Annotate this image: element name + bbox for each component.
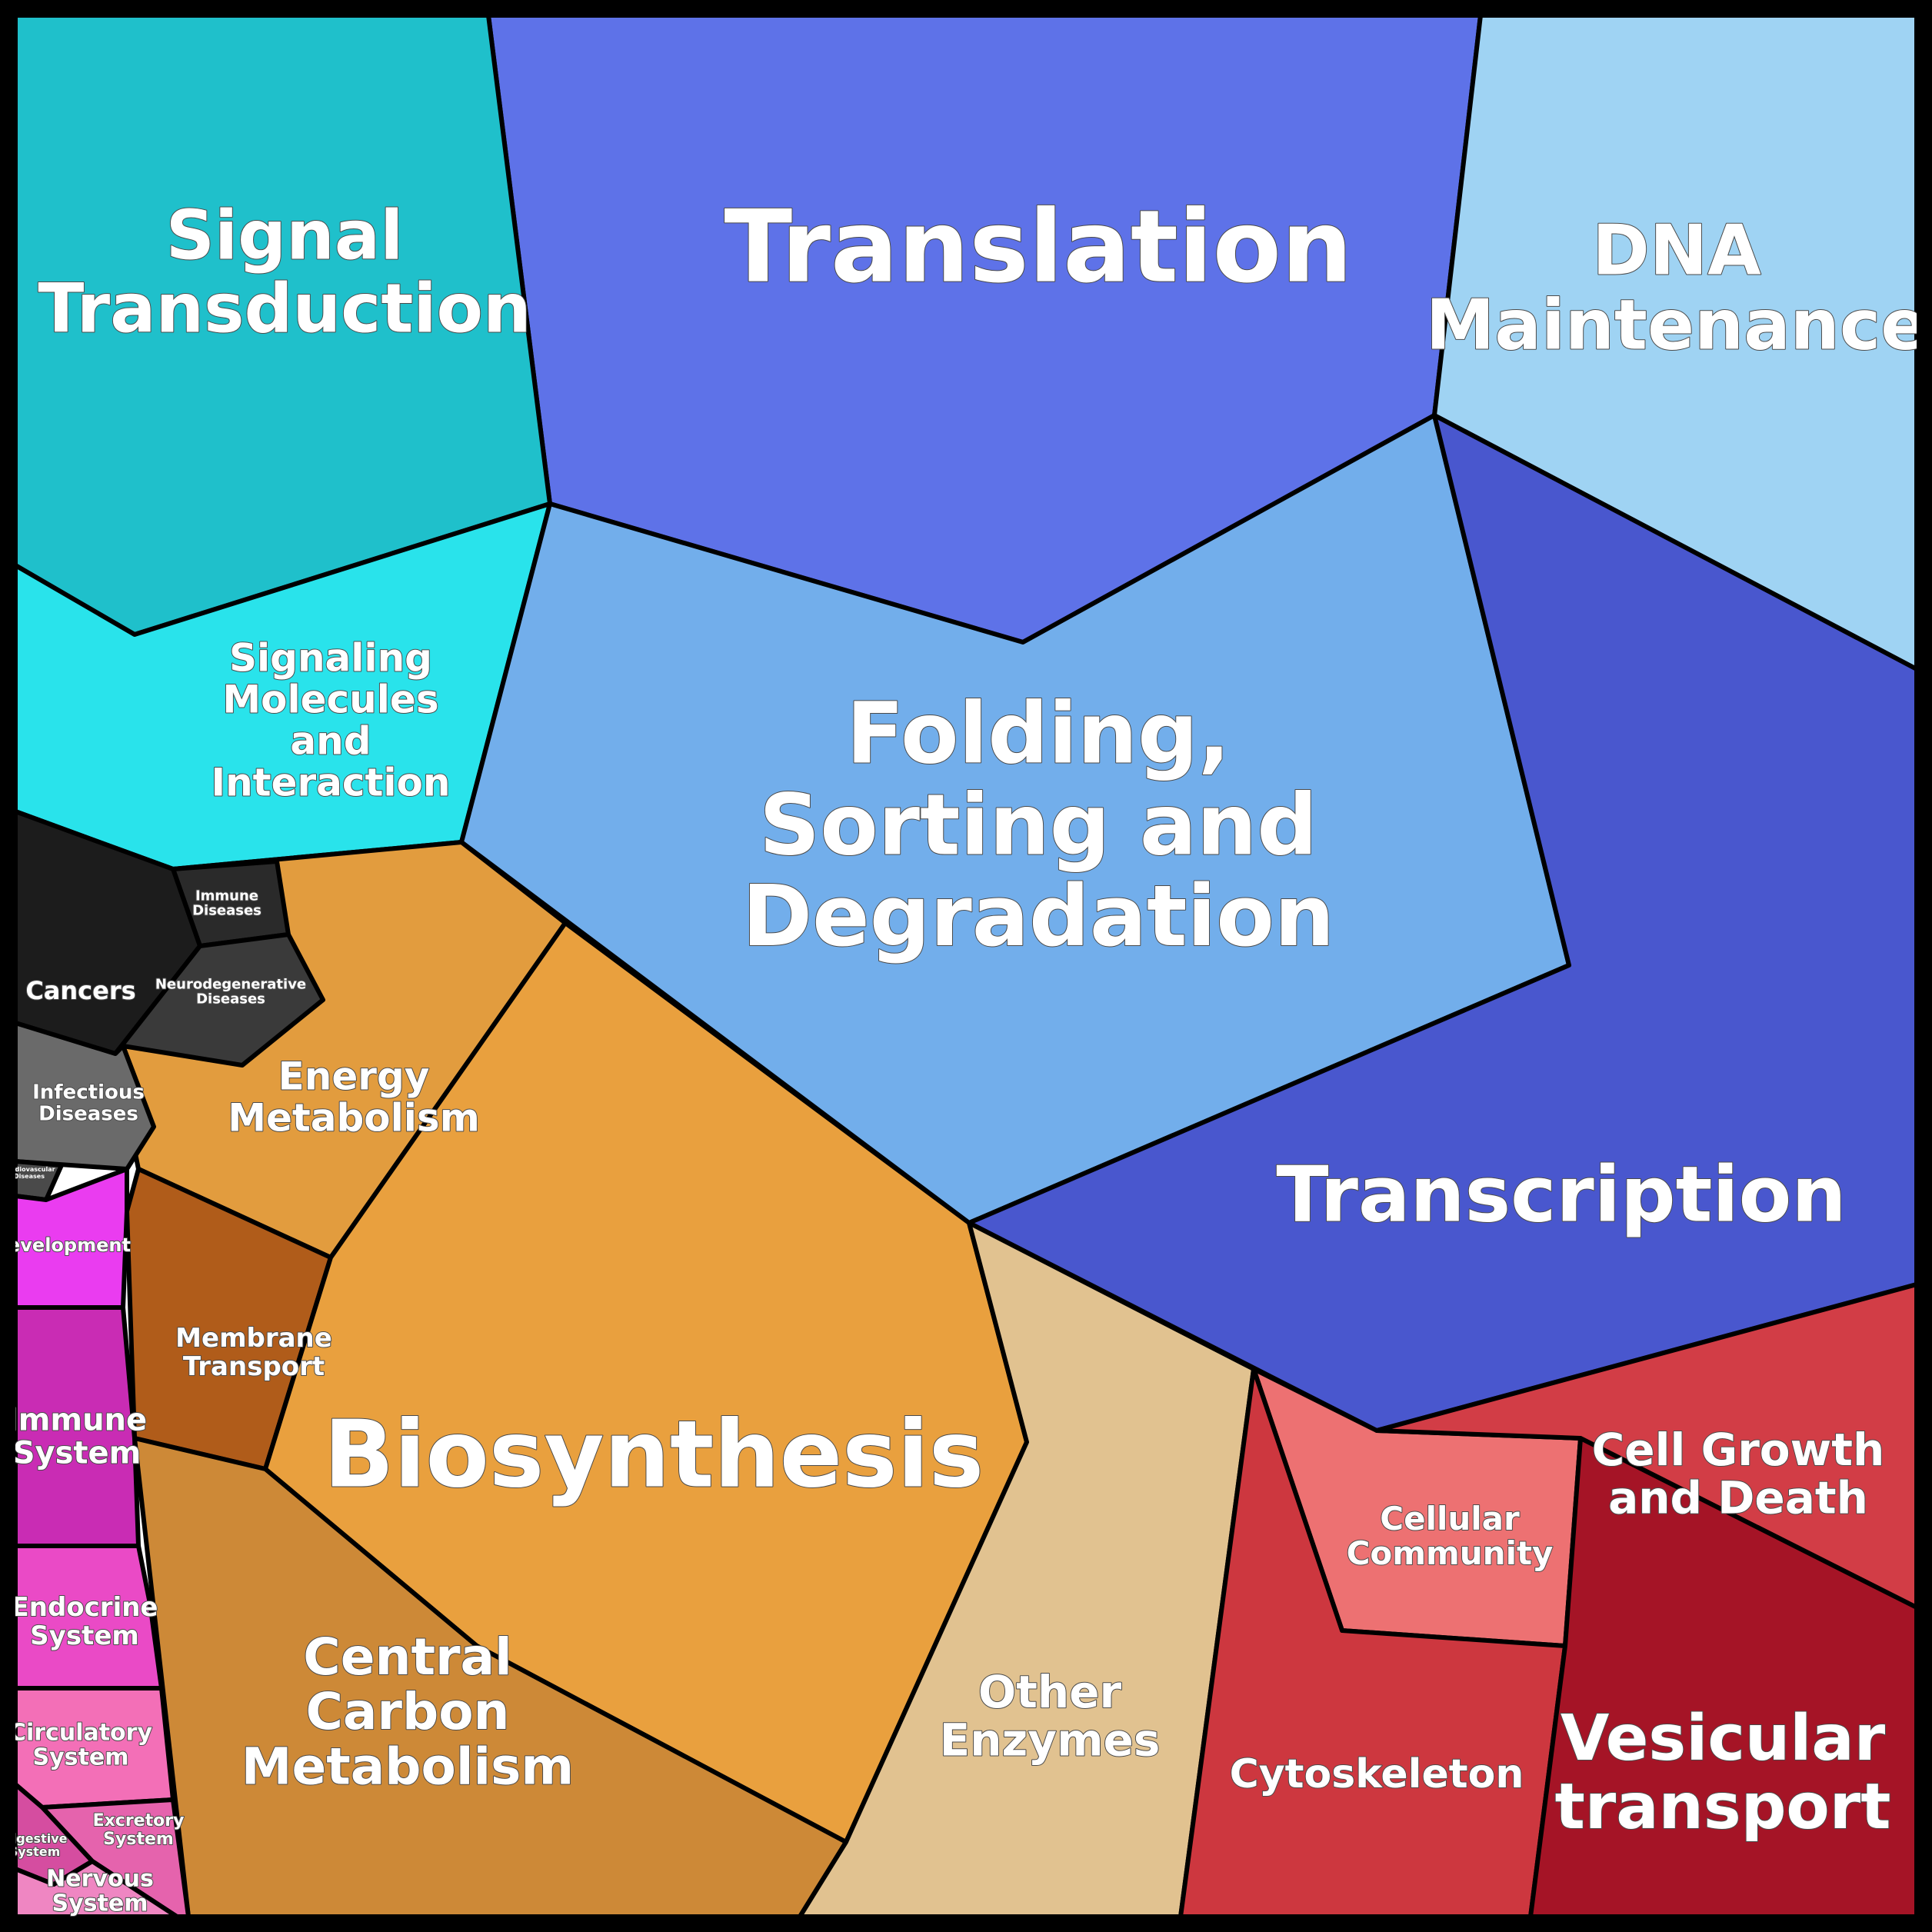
label-excretory-system: ExcretorySystem xyxy=(93,1811,185,1849)
label-transcription: Transcription xyxy=(1276,1149,1846,1239)
label-immune-system-line-1: System xyxy=(13,1436,142,1471)
label-infectious-diseases: InfectiousDiseases xyxy=(32,1081,145,1126)
label-cell-growth-death-line-0: Cell Growth xyxy=(1592,1424,1885,1476)
label-signaling-molecules-line-1: Molecules xyxy=(222,678,438,722)
label-translation-line-0: Translation xyxy=(724,188,1352,305)
label-folding-sorting-degradation-line-0: Folding, xyxy=(846,684,1230,782)
label-membrane-transport-line-0: Membrane xyxy=(175,1323,332,1354)
label-immune-diseases: ImmuneDiseases xyxy=(192,888,261,918)
label-signal-transduction-line-0: Signal xyxy=(166,195,404,275)
label-folding-sorting-degradation-line-2: Degradation xyxy=(742,867,1334,965)
voronoi-treemap: Translation DNAMaintenance SignalTransduct… xyxy=(0,0,1932,1932)
label-excretory-system-line-1: System xyxy=(103,1830,174,1849)
label-infectious-diseases-line-0: Infectious xyxy=(32,1081,145,1104)
label-membrane-transport: MembraneTransport xyxy=(175,1323,332,1382)
label-endocrine-system-line-1: System xyxy=(30,1621,139,1651)
label-folding-sorting-degradation-line-1: Sorting and xyxy=(759,775,1317,874)
label-biosynthesis: Biosynthesis xyxy=(324,1402,984,1509)
label-transcription-line-0: Transcription xyxy=(1276,1149,1846,1239)
label-cell-growth-death-line-1: and Death xyxy=(1608,1471,1868,1524)
label-endocrine-system: EndocrineSystem xyxy=(12,1592,158,1651)
label-nervous-system: NervousSystem xyxy=(46,1865,154,1917)
label-central-carbon-metabolism-line-1: Carbon xyxy=(305,1682,509,1741)
label-other-enzymes-line-0: Other xyxy=(978,1666,1122,1718)
label-infectious-diseases-line-1: Diseases xyxy=(38,1103,138,1126)
label-signaling-molecules-line-3: Interaction xyxy=(211,761,450,805)
label-cardiovascular-diseases-line-1: Diseases xyxy=(14,1173,45,1180)
label-biosynthesis-line-0: Biosynthesis xyxy=(324,1402,984,1509)
label-immune-system-line-0: Immune xyxy=(7,1402,147,1437)
label-digestive-system-line-1: System xyxy=(9,1844,61,1859)
label-central-carbon-metabolism-line-2: Metabolism xyxy=(242,1737,574,1796)
label-vesicular-transport-line-0: Vesicular xyxy=(1561,1702,1886,1775)
label-excretory-system-line-0: Excretory xyxy=(93,1811,185,1830)
label-nervous-system-line-1: System xyxy=(52,1890,148,1917)
label-translation: Translation xyxy=(724,188,1352,305)
label-vesicular-transport: Vesiculartransport xyxy=(1555,1702,1891,1844)
label-cytoskeleton-line-0: Cytoskeleton xyxy=(1230,1751,1524,1797)
label-energy-metabolism-line-0: Energy xyxy=(278,1054,430,1099)
label-cancers: Cancers xyxy=(25,976,135,1005)
label-dna-maintenance-line-0: DNA xyxy=(1592,210,1761,291)
label-cell-growth-death: Cell Growthand Death xyxy=(1592,1424,1885,1524)
label-other-enzymes-line-1: Enzymes xyxy=(940,1714,1161,1766)
label-neurodegenerative-diseases-line-0: Neurodegenerative xyxy=(155,976,306,992)
label-circulatory-system-line-1: System xyxy=(33,1744,129,1771)
label-cellular-community-line-1: Community xyxy=(1347,1534,1554,1572)
label-cytoskeleton: Cytoskeleton xyxy=(1230,1751,1524,1797)
label-signaling-molecules-line-2: and xyxy=(290,719,371,764)
label-cellular-community-line-0: Cellular xyxy=(1380,1500,1520,1537)
label-energy-metabolism-line-1: Metabolism xyxy=(228,1096,480,1141)
label-signal-transduction-line-1: Transduction xyxy=(38,268,531,348)
label-development-line-0: Development xyxy=(0,1234,131,1256)
label-immune-diseases-line-1: Diseases xyxy=(192,903,261,919)
label-signaling-molecules: SignalingMoleculesandInteraction xyxy=(211,636,450,805)
label-nervous-system-line-0: Nervous xyxy=(46,1865,154,1892)
label-immune-system: ImmuneSystem xyxy=(7,1402,147,1471)
label-membrane-transport-line-1: Transport xyxy=(183,1351,325,1382)
label-neurodegenerative-diseases-line-1: Diseases xyxy=(196,991,265,1008)
label-circulatory-system-line-0: Circulatory xyxy=(9,1719,153,1746)
label-vesicular-transport-line-1: transport xyxy=(1555,1770,1891,1844)
label-development: Development xyxy=(0,1234,131,1256)
label-immune-diseases-line-0: Immune xyxy=(195,888,258,904)
label-endocrine-system-line-0: Endocrine xyxy=(12,1592,158,1623)
label-cancers-line-0: Cancers xyxy=(25,976,135,1005)
label-signaling-molecules-line-0: Signaling xyxy=(229,636,432,681)
label-central-carbon-metabolism-line-0: Central xyxy=(303,1627,511,1687)
label-dna-maintenance-line-1: Maintenance xyxy=(1426,285,1928,365)
